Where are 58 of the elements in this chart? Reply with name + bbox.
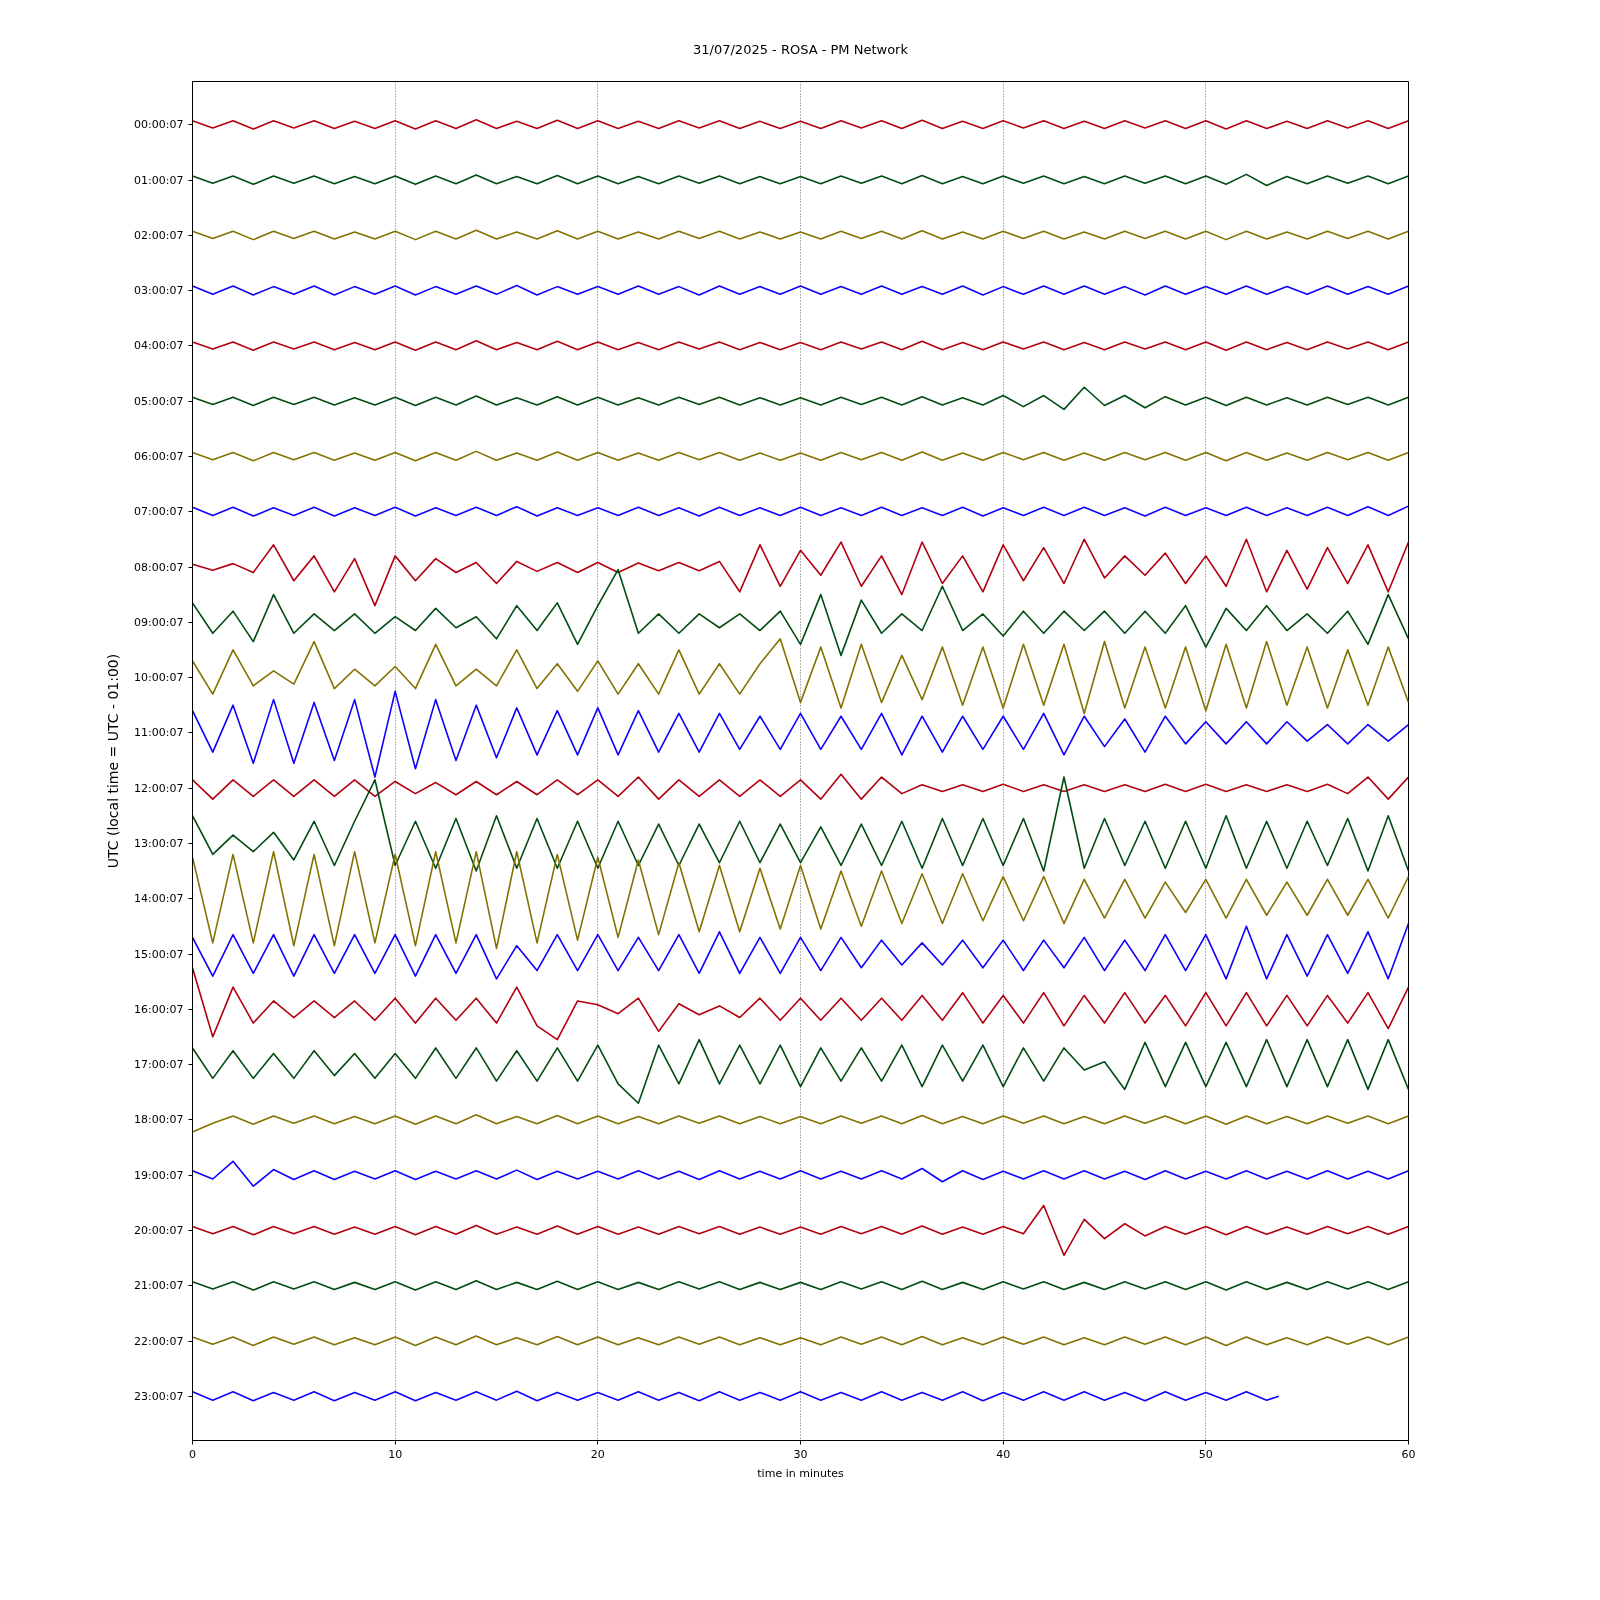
- line-series: [192, 386, 1409, 411]
- y-tick-label: 17:00:07: [134, 1058, 184, 1072]
- line-series: [192, 1114, 1409, 1133]
- line-series: [192, 118, 1409, 130]
- y-tick-label: 13:00:07: [134, 836, 184, 850]
- y-tick-label: 20:00:07: [134, 1224, 184, 1238]
- y-axis-title: UTC (local time = UTC - 01:00): [105, 653, 122, 869]
- y-tick-label: 00:00:07: [134, 118, 184, 132]
- y-tick-label: 05:00:07: [134, 394, 184, 408]
- y-tick-label: 15:00:07: [134, 947, 184, 961]
- y-tick-label: 09:00:07: [134, 615, 184, 629]
- y-tick-label: 21:00:07: [134, 1279, 184, 1293]
- line-series: [192, 638, 1409, 715]
- line-series: [192, 690, 1409, 778]
- line-series: [192, 1335, 1409, 1347]
- y-tick-label: 19:00:07: [134, 1168, 184, 1182]
- line-series: [192, 1204, 1409, 1257]
- y-tick-label: 18:00:07: [134, 1113, 184, 1127]
- x-tick-label: 30: [793, 1447, 808, 1461]
- line-series: [192, 1390, 1280, 1402]
- line-series: [192, 173, 1409, 187]
- line-series: [192, 1038, 1409, 1105]
- y-tick-label: 01:00:07: [134, 173, 184, 187]
- y-tick-label: 06:00:07: [134, 449, 184, 463]
- y-tick-label: 14:00:07: [134, 892, 184, 906]
- line-series: [192, 450, 1409, 462]
- y-tick-label: 03:00:07: [134, 284, 184, 298]
- line-series: [192, 1160, 1409, 1187]
- x-tick-label: 0: [189, 1447, 196, 1461]
- x-axis-title: time in minutes: [757, 1466, 844, 1480]
- y-tick-label: 04:00:07: [134, 339, 184, 353]
- line-series: [192, 229, 1409, 241]
- line-series: [192, 966, 1409, 1041]
- y-tick-label: 02:00:07: [134, 228, 184, 242]
- y-tick-label: 11:00:07: [134, 726, 184, 740]
- line-series: [192, 340, 1409, 351]
- y-tick-label: 22:00:07: [134, 1334, 184, 1348]
- y-tick-label: 08:00:07: [134, 560, 184, 574]
- y-tick-label: 23:00:07: [134, 1389, 184, 1403]
- line-series: [192, 776, 1409, 872]
- x-tick-label: 10: [388, 1447, 403, 1461]
- line-series: [192, 284, 1409, 296]
- y-tick-label: 12:00:07: [134, 781, 184, 795]
- line-series: [192, 568, 1409, 657]
- y-tick-label: 10:00:07: [134, 671, 184, 685]
- x-tick-label: 20: [590, 1447, 605, 1461]
- x-tick-label: 50: [1198, 1447, 1213, 1461]
- y-tick-label: 07:00:07: [134, 505, 184, 519]
- line-series: [192, 773, 1409, 800]
- chart-title: 31/07/2025 - ROSA - PM Network: [693, 41, 909, 57]
- line-series: [192, 538, 1409, 607]
- line-series: [192, 505, 1409, 517]
- line-series: [192, 1279, 1409, 1291]
- line-series: [192, 922, 1409, 980]
- line-series: [192, 850, 1409, 950]
- y-tick-label: 16:00:07: [134, 1002, 184, 1016]
- x-tick-label: 60: [1401, 1447, 1416, 1461]
- x-tick-label: 40: [996, 1447, 1011, 1461]
